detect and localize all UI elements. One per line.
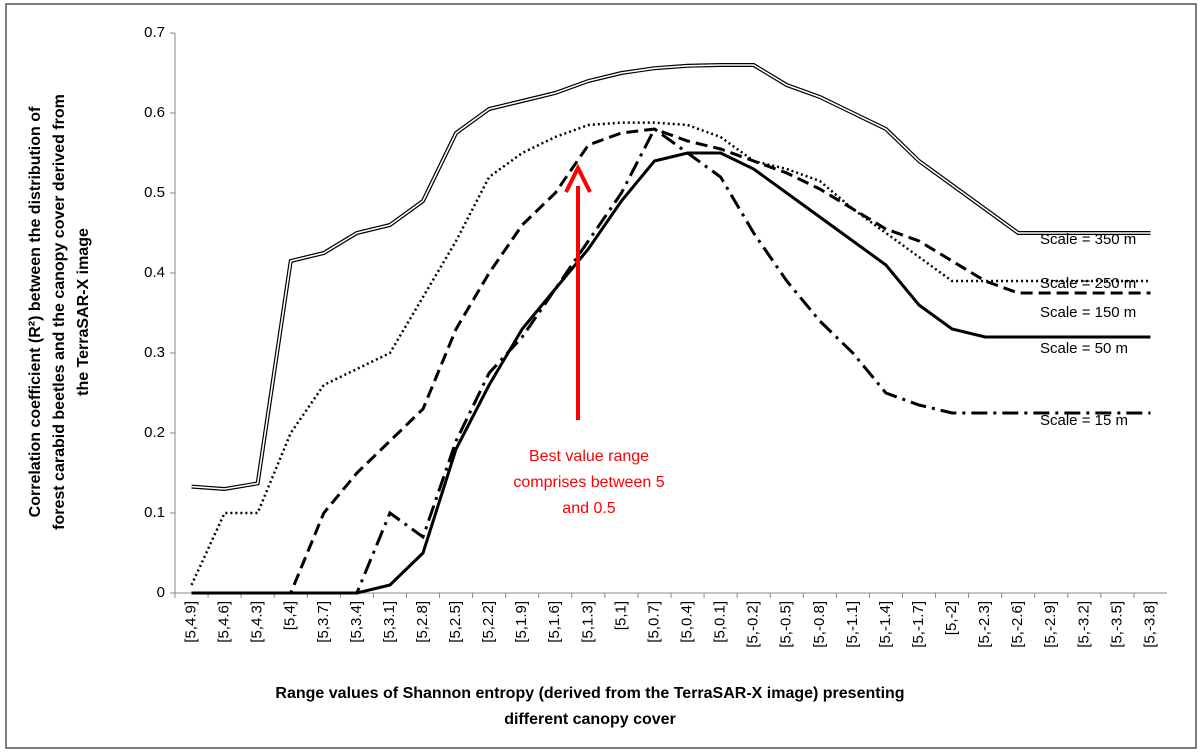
x-tick-label: [5,2.5] bbox=[447, 601, 464, 643]
chart-frame bbox=[5, 3, 1197, 749]
y-tick-label: 0.2 bbox=[144, 424, 165, 441]
annotation: and 0.5 bbox=[562, 500, 615, 517]
x-tick-label: [5,3.1] bbox=[381, 601, 398, 643]
x-tick-label: [5,-2.3] bbox=[976, 601, 993, 648]
x-tick-label: [5,2.8] bbox=[414, 601, 431, 643]
series-label: Scale = 350 m bbox=[1040, 231, 1136, 248]
x-tick-label: [5,-2.6] bbox=[1009, 601, 1026, 648]
x-tick-label: [5,4.9] bbox=[183, 601, 200, 643]
x-tick-label: [5,-0.2] bbox=[745, 601, 762, 648]
x-tick-label: [5,1.9] bbox=[513, 601, 530, 643]
x-tick-label: [5,-1.4] bbox=[877, 601, 894, 648]
x-tick-label: [5,0.4] bbox=[679, 601, 696, 643]
annotation: Best value range bbox=[529, 448, 649, 465]
series-line bbox=[191, 151, 1151, 595]
x-tick-label: [5,4.6] bbox=[216, 601, 233, 643]
series-line bbox=[191, 63, 1151, 492]
x-tick-label: [5,0.1] bbox=[712, 601, 729, 643]
x-tick-label: [5,1.3] bbox=[579, 601, 596, 643]
series-label: Scale = 150 m bbox=[1040, 304, 1136, 321]
x-axis-label: different canopy cover bbox=[504, 711, 676, 728]
y-axis-label: forest carabid beetles and the canopy co… bbox=[51, 94, 68, 530]
y-tick-label: 0.7 bbox=[144, 24, 165, 41]
y-tick-label: 0.6 bbox=[144, 104, 165, 121]
x-tick-label: [5,4.3] bbox=[249, 601, 266, 643]
x-tick-label: [5,-1.7] bbox=[910, 601, 927, 648]
series-line-inner bbox=[191, 64, 1151, 490]
series-line bbox=[191, 127, 1151, 595]
x-tick-label: [5,1] bbox=[612, 601, 629, 630]
y-axis-label: the TerraSAR-X image bbox=[75, 228, 92, 396]
series-label: Scale = 15 m bbox=[1040, 412, 1128, 429]
series-line bbox=[190, 121, 1151, 586]
x-tick-label: [5,-3.8] bbox=[1141, 601, 1158, 648]
x-tick-label: [5,-3.5] bbox=[1108, 601, 1125, 648]
x-tick-label: [5,-1.1] bbox=[844, 601, 861, 648]
x-tick-label: [5,1.6] bbox=[546, 601, 563, 643]
x-tick-label: [5,-3.2] bbox=[1075, 601, 1092, 648]
x-tick-label: [5,3.4] bbox=[348, 601, 365, 643]
series-label: Scale = 50 m bbox=[1040, 340, 1128, 357]
x-tick-label: [5,0.7] bbox=[645, 601, 662, 643]
x-tick-label: [5,-0.5] bbox=[778, 601, 795, 648]
x-tick-label: [5,4] bbox=[282, 601, 299, 630]
y-tick-label: 0.4 bbox=[144, 264, 165, 281]
y-axis-label: Correlation coefficient (R²) between the… bbox=[27, 106, 44, 517]
annotation: comprises between 5 bbox=[513, 474, 664, 491]
x-tick-label: [5,-2] bbox=[943, 601, 960, 635]
y-tick-label: 0.3 bbox=[144, 344, 165, 361]
x-tick-label: [5,2.2] bbox=[480, 601, 497, 643]
y-tick-label: 0.5 bbox=[144, 184, 165, 201]
x-axis-label: Range values of Shannon entropy (derived… bbox=[275, 685, 904, 702]
x-tick-label: [5,3.7] bbox=[315, 601, 332, 643]
x-tick-label: [5,-2.9] bbox=[1042, 601, 1059, 648]
series-label: Scale = 250 m bbox=[1040, 275, 1136, 292]
annotation-arrowhead bbox=[564, 163, 592, 193]
y-tick-label: 0.1 bbox=[144, 504, 165, 521]
x-tick-label: [5,-0.8] bbox=[811, 601, 828, 648]
series-line bbox=[191, 126, 1151, 595]
y-tick-label: 0 bbox=[157, 584, 165, 601]
